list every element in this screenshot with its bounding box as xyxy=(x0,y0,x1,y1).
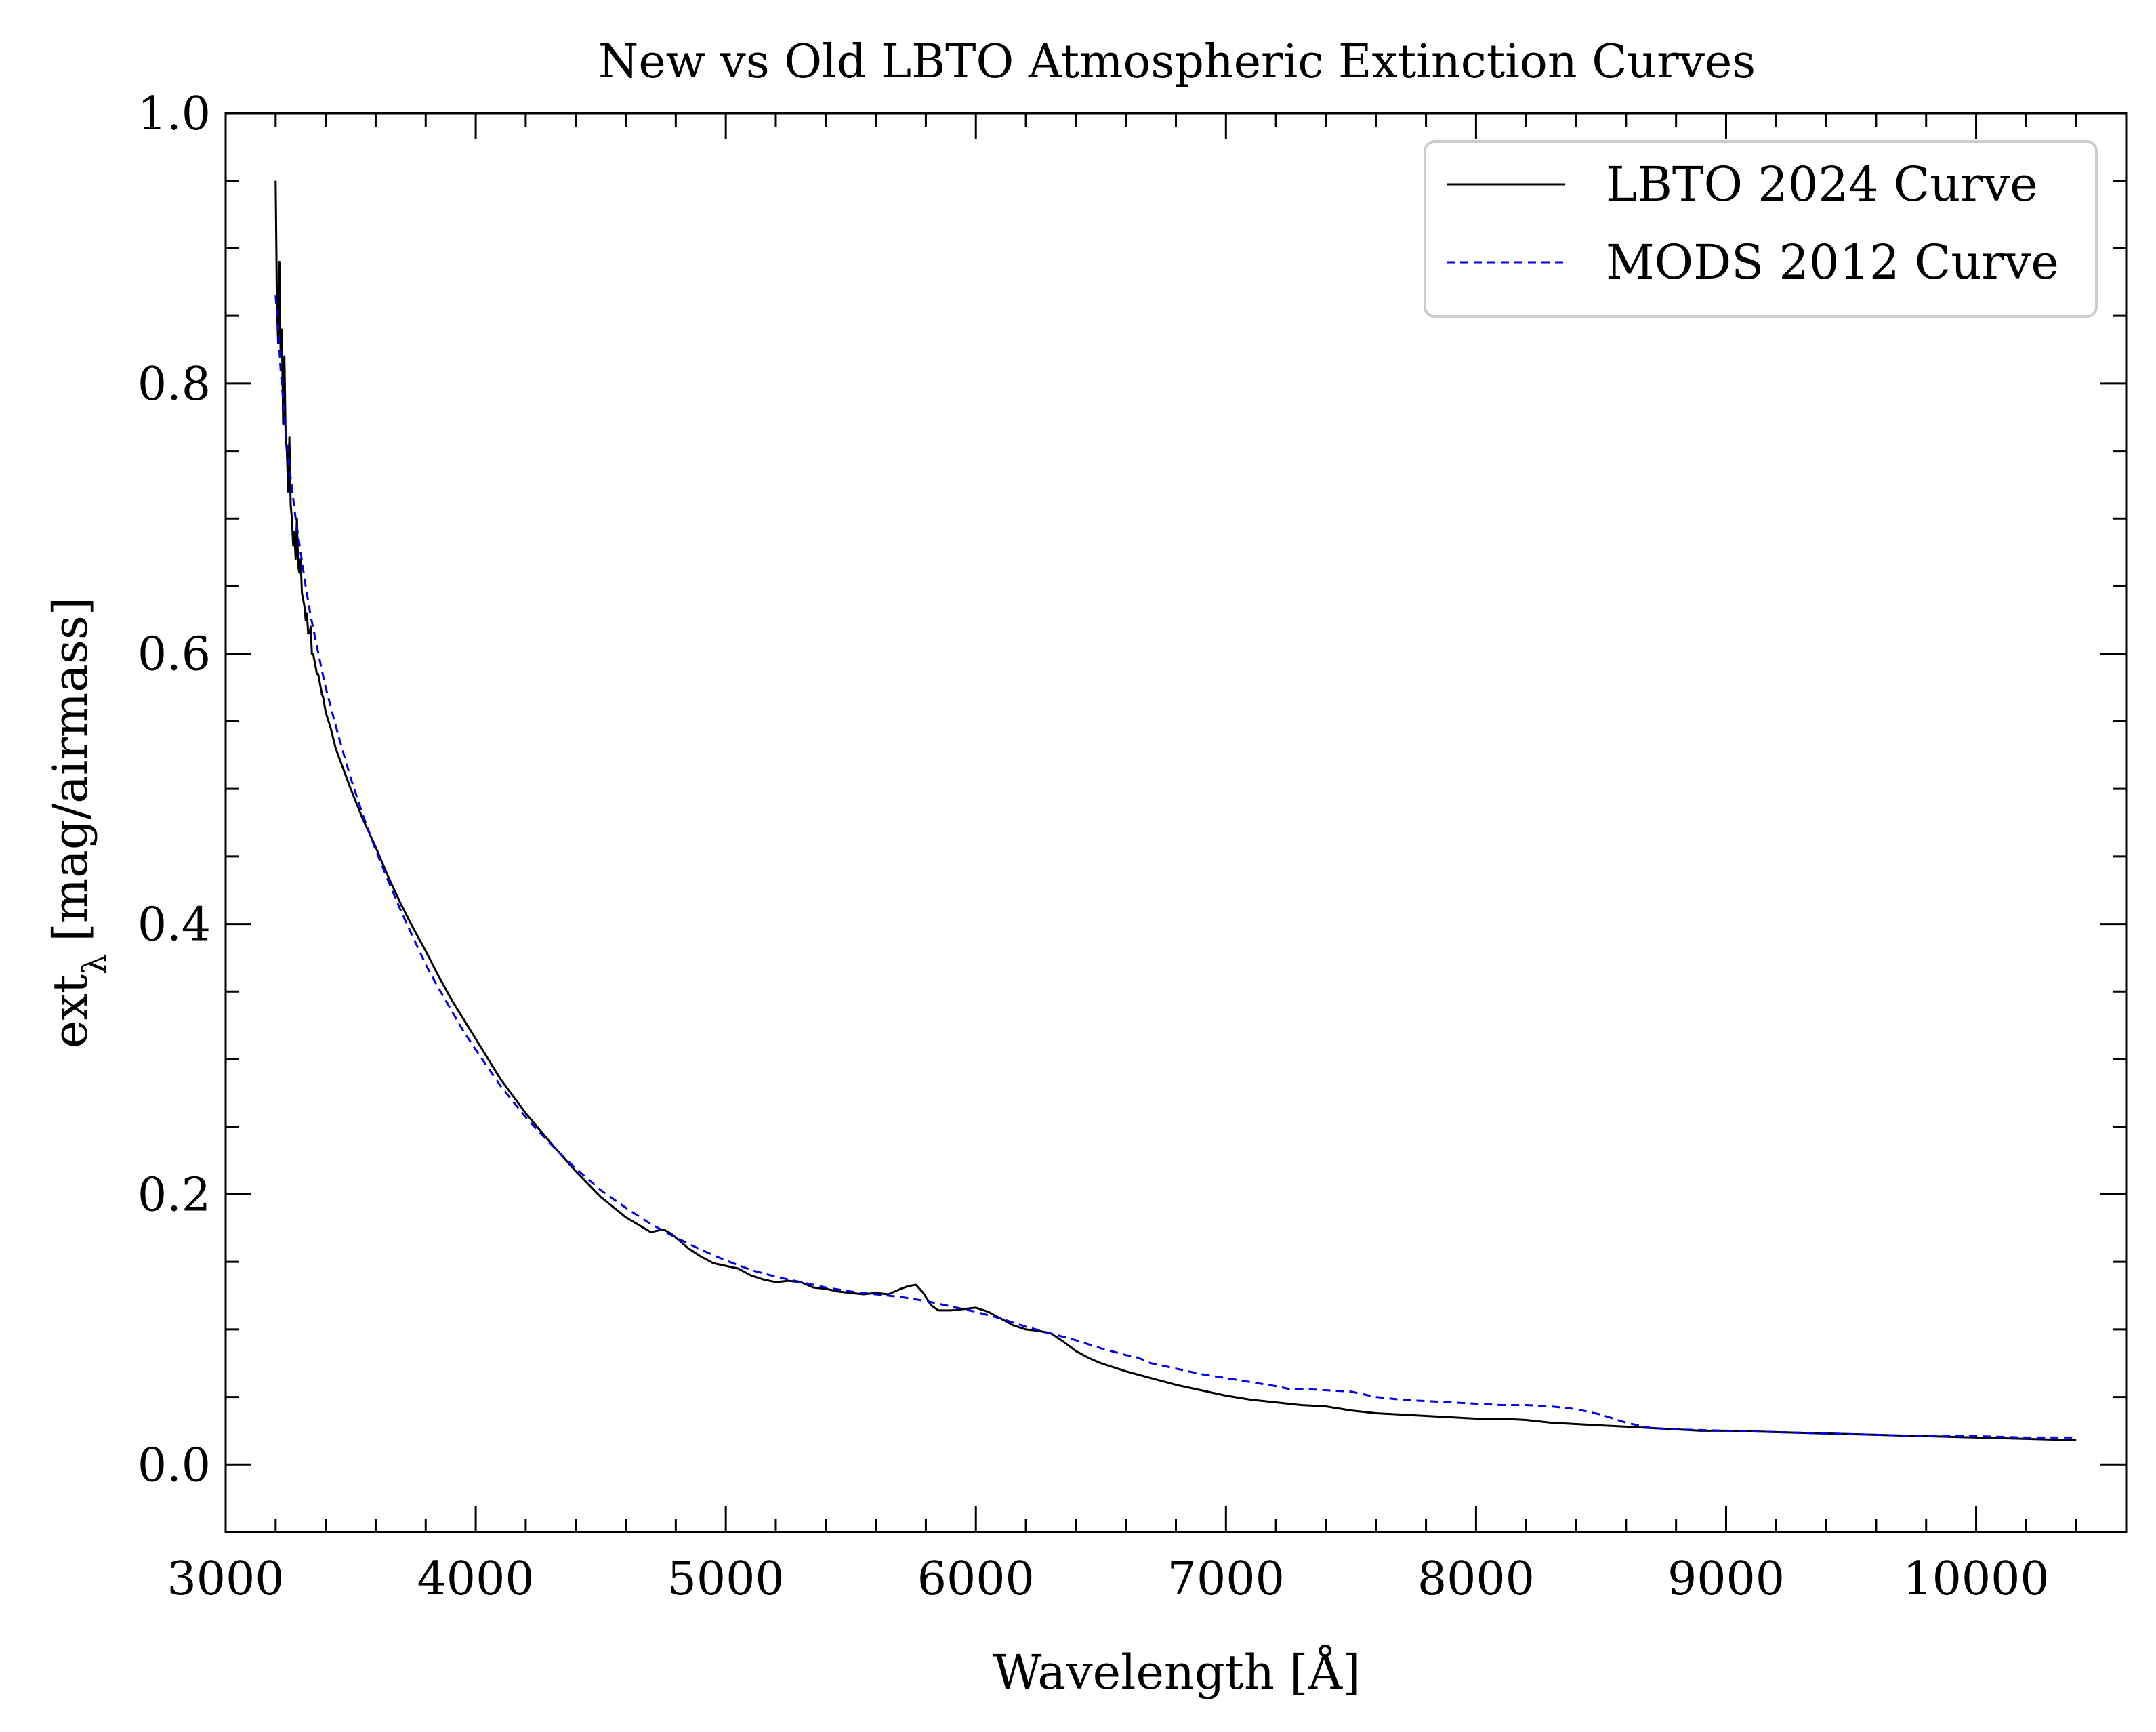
y-tick-label: 0.4 xyxy=(138,899,211,952)
series-line-mods-2012-curve xyxy=(274,295,2077,1439)
x-tick-label: 8000 xyxy=(1417,1552,1535,1606)
x-tick-label: 7000 xyxy=(1167,1552,1285,1606)
plot-frame xyxy=(224,112,2128,1533)
y-axis-label: extλ [mag/airmass] xyxy=(43,597,114,1048)
y-tick-label: 0.2 xyxy=(138,1168,211,1222)
x-tick-label: 4000 xyxy=(417,1552,535,1606)
y-axis-label-unit: [mag/airmass] xyxy=(43,597,98,942)
legend-box xyxy=(1424,140,2098,318)
series-line-lbto-2024-curve xyxy=(274,180,2077,1441)
y-tick-label: 1.0 xyxy=(138,87,211,141)
y-axis-label-subscript: λ xyxy=(76,954,114,974)
x-tick-label: 5000 xyxy=(667,1552,785,1606)
x-tick-label: 6000 xyxy=(917,1552,1035,1606)
chart-title: New vs Old LBTO Atmospheric Extinction C… xyxy=(598,35,1756,89)
y-axis-label-main: ext xyxy=(43,974,98,1048)
y-tick-label: 0.6 xyxy=(138,628,211,682)
legend-label-mods-2012: MODS 2012 Curve xyxy=(1606,234,2059,290)
x-axis-label: Wavelength [Å] xyxy=(993,1645,1361,1700)
x-tick-label: 9000 xyxy=(1667,1552,1785,1606)
y-tick-label: 0.8 xyxy=(138,358,211,411)
legend-label-lbto-2024: LBTO 2024 Curve xyxy=(1606,157,2038,212)
x-tick-label: 3000 xyxy=(167,1552,284,1606)
y-tick-label: 0.0 xyxy=(138,1439,211,1492)
x-tick-label: 10000 xyxy=(1903,1552,2049,1606)
series-layer xyxy=(274,180,2077,1441)
legend: LBTO 2024 Curve MODS 2012 Curve xyxy=(1424,140,2098,318)
